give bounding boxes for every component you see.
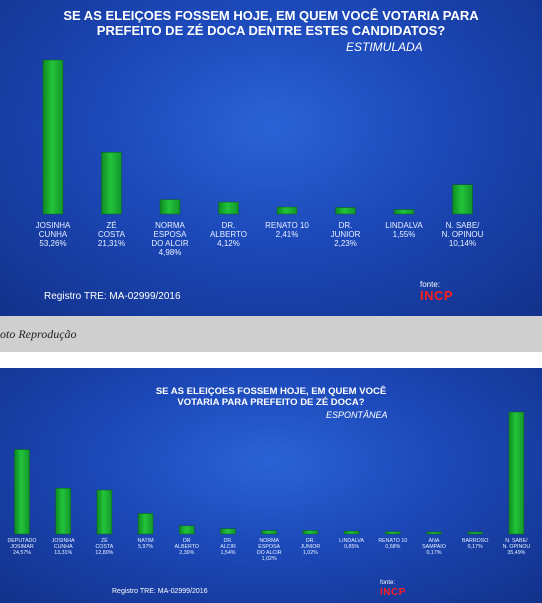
photo-credit: oto Reprodução	[0, 327, 77, 341]
bar-4	[276, 206, 298, 215]
value-label: 13,31%	[54, 550, 72, 556]
value-label: 0,17%	[468, 544, 483, 550]
category-label: JUNIOR	[301, 544, 321, 550]
value-label: 4,12%	[217, 239, 240, 248]
category-label: JOSIMAR	[10, 544, 34, 550]
registro-tre: Registro TRE: MA-02999/2016	[112, 588, 208, 595]
value-label: 21,31%	[98, 239, 125, 248]
bar-7	[452, 184, 473, 215]
chart-subtitle: ESPONTÂNEA	[326, 410, 388, 420]
category-label: ALCIR	[220, 544, 236, 550]
bar-3	[137, 513, 154, 535]
value-label: 1,02%	[262, 556, 277, 562]
category-label: CUNHA	[39, 230, 68, 239]
bar-1	[55, 487, 71, 535]
bar-2	[159, 199, 181, 215]
bar-12	[508, 411, 525, 535]
incp-logo: INCP	[420, 288, 454, 303]
category-label: ZÉ	[101, 537, 108, 544]
spontaneous-poll-panel: SE AS ELEIÇOES FOSSEM HOJE, EM QUEM VOCÊ…	[0, 368, 542, 603]
separator	[0, 352, 542, 368]
value-label: 53,26%	[39, 239, 66, 248]
value-label: 35,49%	[507, 550, 525, 556]
category-label: ALBERTO	[175, 544, 200, 550]
category-label: CUNHA	[54, 544, 73, 550]
value-label: 2,23%	[334, 239, 357, 248]
category-label: N. OPINOU	[442, 230, 484, 239]
category-label: N. SABE/	[446, 221, 481, 230]
bar-7	[302, 530, 319, 535]
bar-1	[101, 152, 122, 215]
category-label: ZÉ	[106, 221, 116, 230]
category-label: DR.	[222, 221, 236, 230]
bar-5	[220, 528, 236, 535]
category-label: ANA	[429, 538, 440, 544]
chart-title: SE AS ELEIÇOES FOSSEM HOJE, EM QUEM VOCÊ…	[155, 386, 387, 408]
category-label: DR	[183, 538, 191, 544]
bar-2	[96, 489, 113, 535]
value-label: 2,41%	[276, 230, 299, 239]
category-label: RENATO 10	[378, 538, 407, 544]
category-label: DR.	[306, 538, 315, 544]
category-label: NATIM	[138, 538, 154, 544]
category-label: DEPUTADO	[7, 538, 36, 544]
category-label: JOSINHA	[52, 538, 75, 544]
bar-8	[343, 530, 360, 535]
category-label: ALBERTO	[210, 230, 247, 239]
bar-9	[385, 531, 401, 535]
caption-strip	[0, 316, 542, 352]
category-label: N. SABE/	[505, 538, 528, 544]
category-label: DO ALCIR	[151, 239, 189, 248]
bar-4	[179, 525, 195, 535]
category-label: COSTA	[98, 230, 126, 239]
bar-6	[261, 530, 277, 535]
category-label: ESPOSA	[258, 544, 280, 550]
chart-title: SE AS ELEIÇOES FOSSEM HOJE, EM QUEM VOCÊ…	[63, 8, 479, 38]
value-label: 0,85%	[344, 544, 359, 550]
value-label: 5,97%	[138, 544, 153, 550]
bar-0	[14, 449, 30, 535]
category-label: DR.	[339, 221, 353, 230]
value-label: 10,14%	[449, 239, 476, 248]
category-label: BARROSO	[462, 538, 489, 544]
category-label: SAMPAIO	[422, 544, 446, 550]
chart-subtitle: ESTIMULADA	[346, 40, 423, 54]
value-label: 2,39%	[179, 550, 194, 556]
bar-0	[42, 59, 64, 215]
category-label: COSTA	[95, 544, 113, 550]
category-label: JUNIOR	[331, 230, 361, 239]
stimulated-poll-panel: SE AS ELEIÇOES FOSSEM HOJE, EM QUEM VOCÊ…	[0, 0, 542, 316]
value-label: 1,55%	[393, 230, 416, 239]
value-label: 4,98%	[159, 248, 182, 257]
category-label: N. OPINOU	[503, 544, 531, 550]
value-label: 1,54%	[220, 550, 235, 556]
bar-11	[467, 531, 483, 535]
category-label: ESPOSA	[154, 230, 188, 239]
category-label: JOSINHA	[36, 221, 71, 230]
fonte-label: fonte:	[380, 580, 396, 586]
bar-6	[393, 209, 415, 215]
category-label: DR.	[223, 538, 232, 544]
category-label: NORMA	[259, 538, 279, 544]
value-label: 12,80%	[95, 550, 113, 556]
category-label: RENATO 10	[265, 221, 309, 230]
bar-5	[335, 207, 356, 215]
value-label: 1,02%	[303, 550, 318, 556]
category-label: NORMA	[155, 221, 185, 230]
registro-tre: Registro TRE: MA-02999/2016	[44, 291, 181, 302]
value-label: 24,57%	[13, 550, 31, 556]
bar-3	[218, 201, 239, 215]
bar-10	[426, 531, 442, 535]
value-label: 0,17%	[426, 550, 441, 556]
category-label: LINDALVA	[385, 221, 423, 230]
incp-logo: INCP	[380, 587, 406, 598]
fonte-label: fonte:	[420, 280, 441, 289]
category-label: DO ALCIR	[257, 550, 282, 556]
value-label: 0,68%	[385, 544, 400, 550]
category-label: LINDALVA	[339, 538, 364, 544]
